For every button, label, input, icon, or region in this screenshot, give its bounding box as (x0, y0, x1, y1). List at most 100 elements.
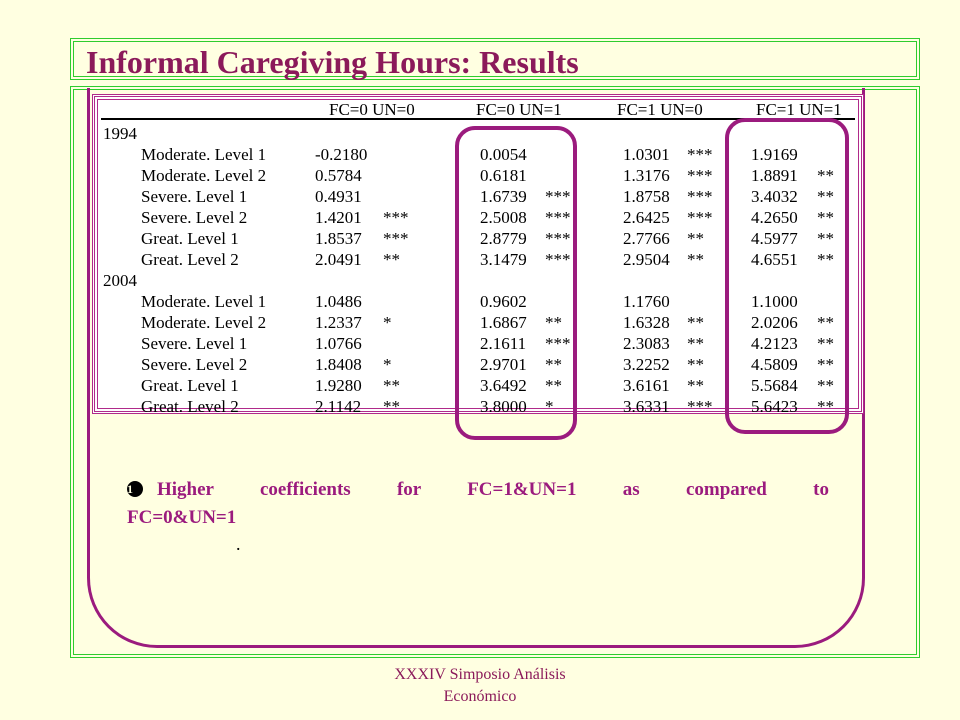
significance-stars: ** (817, 355, 834, 374)
coefficient-cell: 2.1611 (480, 334, 527, 353)
coefficient-cell: 1.6867 (480, 313, 527, 332)
coefficient-cell: 2.0491 (315, 250, 362, 269)
significance-stars: *** (545, 208, 571, 227)
coefficient-cell: 1.8408 (315, 355, 362, 374)
row-label: Severe. Level 2 (141, 355, 248, 374)
coefficient-cell: 1.3176 (623, 166, 670, 185)
row-label: Severe. Level 1 (141, 334, 248, 353)
coefficient-cell: 2.7766 (623, 229, 670, 248)
significance-stars: *** (687, 145, 713, 164)
coefficient-cell: 3.2252 (623, 355, 670, 374)
year-label: 2004 (103, 271, 137, 290)
significance-stars: ** (545, 376, 562, 395)
bullet-dot: . (236, 534, 241, 554)
coefficient-cell: 2.9504 (623, 250, 670, 269)
coefficient-cell: 1.0766 (315, 334, 362, 353)
significance-stars: ** (687, 376, 704, 395)
significance-stars: ** (817, 250, 834, 269)
coefficient-cell: 2.8779 (480, 229, 527, 248)
content-frame (70, 86, 920, 658)
coefficient-cell: -0.2180 (315, 145, 368, 164)
significance-stars: ** (383, 397, 400, 416)
significance-stars: ** (817, 397, 834, 416)
coefficient-cell: 1.2337 (315, 313, 362, 332)
slide-title: Informal Caregiving Hours: Results (86, 44, 579, 80)
coefficient-cell: 3.4032 (751, 187, 798, 206)
column-header-fc0-un0: FC=0 UN=0 (329, 100, 415, 119)
coefficient-cell: 1.0301 (623, 145, 670, 164)
significance-stars: ** (545, 355, 562, 374)
coefficient-cell: 5.5684 (751, 376, 798, 395)
coefficient-cell: 2.0206 (751, 313, 798, 332)
coefficient-cell: 2.3083 (623, 334, 670, 353)
coefficient-cell: 2.6425 (623, 208, 670, 227)
significance-stars: ** (687, 229, 704, 248)
significance-stars: *** (383, 208, 409, 227)
significance-stars: *** (545, 187, 571, 206)
bullet-text-line2: FC=0&UN=1 (127, 507, 237, 528)
bullet-line-1: 1 Higher coefficients for FC=1&UN=1 as co… (127, 477, 829, 503)
coefficient-cell: 1.1000 (751, 292, 798, 311)
row-label: Great. Level 2 (141, 250, 239, 269)
significance-stars: * (383, 313, 392, 332)
year-label: 1994 (103, 124, 137, 143)
significance-stars: *** (687, 187, 713, 206)
significance-stars: ** (687, 355, 704, 374)
column-header-fc1-un1: FC=1 UN=1 (756, 100, 842, 119)
significance-stars: ** (687, 250, 704, 269)
significance-stars: *** (383, 229, 409, 248)
title-frame: Informal Caregiving Hours: Results (70, 38, 920, 80)
significance-stars: ** (817, 376, 834, 395)
coefficient-cell: 1.1760 (623, 292, 670, 311)
significance-stars: ** (545, 313, 562, 332)
coefficient-cell: 3.6161 (623, 376, 670, 395)
coefficient-cell: 2.9701 (480, 355, 527, 374)
row-label: Great. Level 1 (141, 229, 239, 248)
significance-stars: ** (383, 250, 400, 269)
coefficient-cell: 2.5008 (480, 208, 527, 227)
significance-stars: ** (687, 313, 704, 332)
coefficient-cell: 4.2123 (751, 334, 798, 353)
row-label: Moderate. Level 1 (141, 145, 267, 164)
coefficient-cell: 0.4931 (315, 187, 362, 206)
footer-line2: Económico (443, 688, 517, 705)
coefficient-cell: 1.9280 (315, 376, 362, 395)
coefficient-cell: 1.6328 (623, 313, 670, 332)
coefficient-cell: 4.2650 (751, 208, 798, 227)
row-label: Moderate. Level 2 (141, 166, 267, 185)
coefficient-cell: 2.1142 (315, 397, 362, 416)
table-inner-border (97, 99, 859, 409)
coefficient-cell: 1.6739 (480, 187, 527, 206)
coefficient-cell: 1.9169 (751, 145, 798, 164)
coefficient-cell: 3.8000 (480, 397, 527, 416)
bullet-1-icon: 1 (127, 481, 143, 497)
coefficient-cell: 3.6492 (480, 376, 527, 395)
row-label: Severe. Level 1 (141, 187, 248, 206)
significance-stars: ** (383, 376, 400, 395)
row-label: Moderate. Level 2 (141, 313, 267, 332)
significance-stars: * (545, 397, 554, 416)
coefficient-cell: 1.8891 (751, 166, 798, 185)
coefficient-cell: 4.5977 (751, 229, 798, 248)
significance-stars: ** (817, 334, 834, 353)
results-table: FC=0 UN=0 FC=0 UN=1 FC=1 UN=0 FC=1 UN=1 … (92, 94, 864, 416)
coefficient-cell: 4.5809 (751, 355, 798, 374)
significance-stars: ** (817, 229, 834, 248)
significance-stars: *** (545, 334, 571, 353)
coefficient-cell: 0.6181 (480, 166, 527, 185)
row-label: Severe. Level 2 (141, 208, 248, 227)
significance-stars: *** (687, 397, 713, 416)
coefficient-cell: 1.4201 (315, 208, 362, 227)
coefficient-cell: 1.0486 (315, 292, 362, 311)
column-header-fc1-un0: FC=1 UN=0 (617, 100, 703, 119)
bullet-text-line1: Higher coefficients for FC=1&UN=1 as com… (157, 479, 829, 500)
significance-stars: ** (817, 208, 834, 227)
coefficient-cell: 5.6423 (751, 397, 798, 416)
footer: XXXIV Simposio Análisis Económico (380, 664, 580, 708)
significance-stars: * (383, 355, 392, 374)
coefficient-cell: 3.6331 (623, 397, 670, 416)
header-rule (101, 118, 855, 120)
coefficient-cell: 1.8537 (315, 229, 362, 248)
significance-stars: ** (687, 334, 704, 353)
column-header-fc0-un1: FC=0 UN=1 (476, 100, 562, 119)
